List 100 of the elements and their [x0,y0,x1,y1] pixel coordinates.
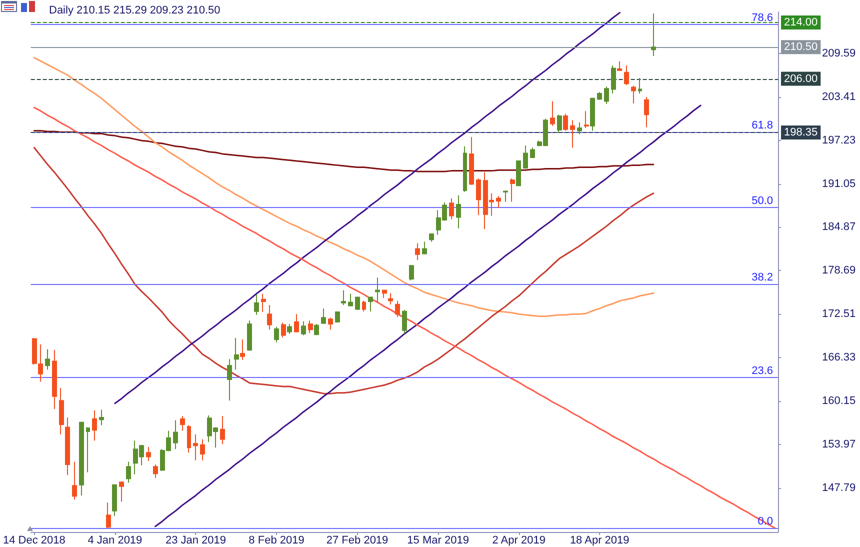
candlestick [355,296,360,310]
candlestick [463,146,467,192]
candlestick [79,421,84,496]
line-series [33,130,654,172]
candlestick [456,194,461,229]
candlestick [294,314,299,333]
candlestick [341,290,346,306]
ref-line-label: 214.00 [784,16,818,29]
chart-title: Daily 210.15 215.29 209.23 210.50 [49,4,220,16]
candlestick [395,300,400,318]
candlestick [449,198,454,220]
candlestick [550,100,555,126]
candlestick [187,424,191,454]
candlestick [321,308,326,324]
candlestick [173,420,178,450]
candlestick [388,292,393,305]
candlestick [563,113,568,132]
y-tick-label: 172.51 [822,308,856,320]
candlestick [308,320,313,334]
y-tick-label: 209.59 [822,48,856,60]
candlestick [631,85,636,104]
line-series [154,104,702,528]
y-tick-label: 191.05 [822,178,856,190]
line-series [33,106,776,529]
x-tick-label: 2 Apr 2019 [492,534,546,546]
candlestick [530,147,535,159]
x-tick-label: 4 Jan 2019 [88,534,142,546]
candlestick [314,324,319,336]
candlestick [577,122,582,135]
candlestick [590,97,595,132]
x-tick-label: 18 Apr 2019 [570,534,630,546]
candlestick [348,293,353,307]
candlestick [604,86,609,105]
candlestick [267,304,272,330]
candlestick [375,277,380,304]
candlestick [200,438,205,461]
candlestick [261,293,266,313]
candlestick [617,60,622,72]
candlestick [516,160,521,186]
annotation: 38.2 [752,271,773,284]
candlestick [368,296,373,312]
candlestick [227,358,232,402]
candlestick [584,110,589,128]
y-tick-label: 178.69 [822,264,856,277]
candlestick [402,309,407,334]
candlestick [281,322,286,338]
ref-line-label: 198.35 [784,126,818,139]
candlestick [52,350,57,410]
candlestick [503,190,508,202]
candlestick [119,480,124,502]
candlestick [99,409,104,426]
y-tick-label: 153.97 [822,438,856,450]
candlestick [92,410,97,442]
x-tick-label: 27 Feb 2019 [326,534,388,546]
candlestick [193,434,198,461]
candlestick [429,232,434,242]
candlestick [234,338,239,370]
candlestick [146,446,151,462]
candlestick [638,78,642,94]
ref-line-label: 210.50 [784,41,818,54]
y-tick-label: 147.79 [822,482,856,494]
candlestick [59,387,64,435]
candlestick [274,326,279,343]
candlestick [301,320,306,336]
candlestick [153,464,158,478]
y-tick-label: 197.23 [822,134,856,146]
candlestick [510,178,515,202]
candlestick [65,416,70,476]
candlestick [523,145,528,170]
y-tick-label: 203.41 [822,90,856,103]
annotation: 78.6 [752,12,773,24]
line-series [33,56,654,318]
candlestick [651,12,656,57]
line-series [33,146,654,394]
y-tick-label: 160.15 [822,394,856,407]
candlestick [570,120,575,148]
candlestick [382,290,387,298]
candlestick [106,502,111,529]
candlestick [409,264,414,281]
candlestick [126,461,131,484]
candlestick [247,320,252,352]
candlestick [476,178,481,216]
x-tick-label: 14 Dec 2018 [2,534,66,546]
candlestick [422,241,427,255]
candlestick [328,317,333,330]
candlestick [254,294,259,316]
candlestick [644,96,649,128]
candlestick [72,461,77,500]
x-tick-label: 15 Mar 2019 [407,534,469,546]
annotation: 61.8 [752,120,773,132]
y-tick-label: 166.33 [822,352,856,364]
annotation: 23.6 [752,364,773,377]
candlestick [557,114,562,134]
candlestick [496,196,501,209]
x-tick-label: 8 Feb 2019 [248,534,304,546]
ref-line-label: 206.00 [784,72,818,85]
candlestick [220,416,225,445]
x-tick-label: 23 Jan 2019 [165,534,226,546]
candlestick [362,300,366,312]
candlestick [45,348,50,370]
